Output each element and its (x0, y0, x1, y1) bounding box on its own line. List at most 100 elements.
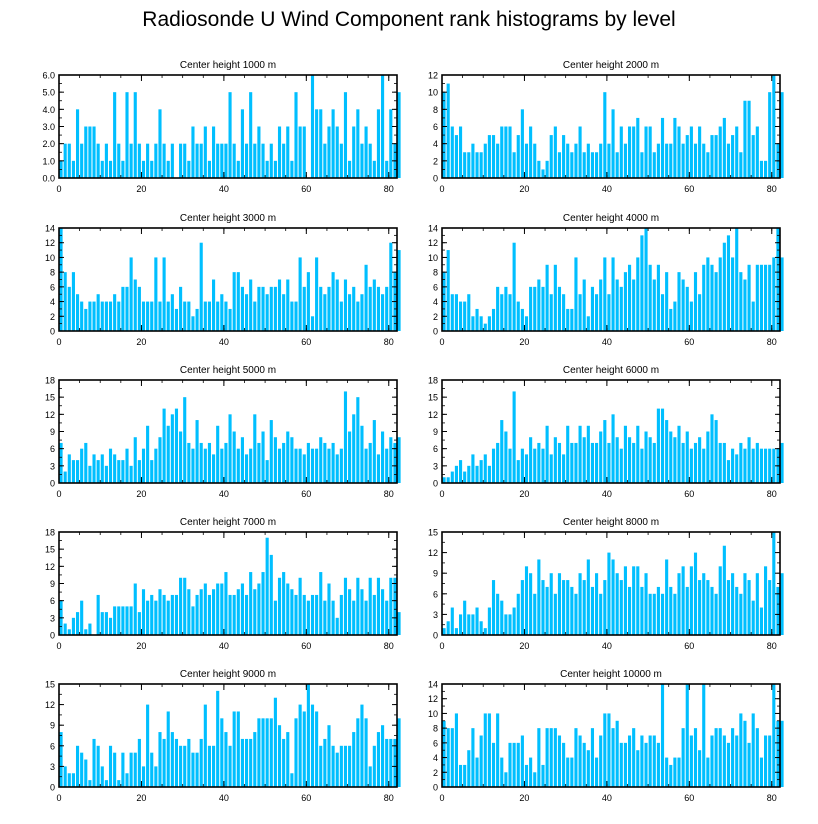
histogram-bar (100, 454, 104, 483)
histogram-bar (286, 583, 290, 635)
histogram-bar (640, 448, 644, 483)
histogram-bar (220, 448, 224, 483)
y-tick-label: 4 (433, 297, 438, 307)
histogram-bar (764, 448, 768, 483)
y-tick-label: 6 (433, 589, 438, 599)
histogram-bar (257, 286, 261, 331)
histogram-bar (648, 735, 652, 787)
histogram-bar (212, 589, 216, 635)
histogram-bar (368, 766, 372, 787)
histogram-bar (75, 612, 80, 635)
histogram-bar (541, 580, 545, 635)
histogram-bar (759, 160, 764, 178)
histogram-bar (224, 442, 228, 483)
y-tick-label: 10 (428, 709, 438, 719)
histogram-bar (216, 143, 220, 178)
histogram-bar (298, 704, 302, 787)
histogram-bar (566, 425, 570, 483)
histogram-bar (146, 600, 150, 635)
histogram-bar (352, 126, 356, 178)
histogram-bar (100, 612, 104, 635)
histogram-bar (249, 572, 253, 635)
histogram-bar (718, 728, 722, 787)
histogram-bar (253, 732, 257, 787)
histogram-bar (310, 448, 315, 483)
histogram-bar (150, 460, 154, 483)
histogram-bar (92, 301, 96, 331)
histogram-bar (706, 757, 710, 787)
histogram-bar (595, 573, 599, 635)
histogram-bar (677, 126, 681, 178)
histogram-bar (133, 437, 137, 483)
histogram-bar (117, 606, 121, 635)
histogram-bar (331, 109, 335, 178)
histogram-bar (508, 126, 512, 178)
x-tick-label: 40 (602, 793, 612, 803)
histogram-bar (718, 257, 722, 331)
histogram-bar (207, 442, 212, 483)
x-tick-label: 40 (602, 489, 612, 499)
histogram-bar (360, 589, 364, 635)
histogram-bar (656, 586, 660, 635)
histogram-bar (578, 573, 582, 635)
histogram-bar (249, 92, 253, 178)
histogram-bar (88, 623, 92, 635)
histogram-bar (768, 735, 772, 787)
histogram-bar (376, 454, 381, 483)
histogram-bar (108, 745, 113, 787)
histogram-bar (96, 745, 100, 787)
histogram-bar (607, 713, 611, 787)
histogram-bar (372, 160, 376, 178)
histogram-bar (442, 720, 446, 787)
x-tick-label: 80 (767, 489, 777, 499)
x-tick-label: 80 (384, 641, 394, 651)
histogram-bar (265, 537, 269, 635)
histogram-bar (216, 583, 220, 635)
histogram-bar (96, 294, 100, 331)
histogram-bar (549, 294, 553, 331)
histogram-bar (520, 735, 524, 787)
histogram-bar (665, 143, 669, 178)
histogram-bar (249, 448, 253, 483)
histogram-bar (397, 718, 401, 787)
histogram-bar (224, 301, 228, 331)
histogram-bar (244, 594, 249, 635)
histogram-bar (170, 594, 174, 635)
histogram-bar (224, 732, 228, 787)
histogram-bar (747, 580, 751, 635)
y-tick-label: 0 (50, 479, 55, 489)
histogram-bar (121, 460, 125, 483)
x-tick-label: 20 (136, 184, 146, 194)
histogram-bar (389, 242, 393, 331)
histogram-bar (273, 437, 277, 483)
x-tick-label: 20 (519, 489, 529, 499)
histogram-bar (545, 264, 549, 331)
histogram-bar (504, 286, 508, 331)
histogram-bar (150, 160, 154, 178)
histogram-bar (376, 109, 381, 178)
histogram-bar (636, 750, 640, 787)
histogram-bar (586, 143, 590, 178)
histogram-bar (306, 442, 310, 483)
histogram-bar (632, 566, 636, 635)
histogram-bar (364, 718, 368, 787)
histogram-bar (566, 580, 570, 635)
histogram-bar (562, 294, 566, 331)
histogram-bar (372, 594, 376, 635)
histogram-bar (500, 420, 504, 483)
histogram-bar (731, 573, 735, 635)
histogram-bar (599, 431, 603, 483)
histogram-bar (557, 573, 562, 635)
histogram-bar (570, 308, 574, 331)
histogram-bar (714, 420, 718, 483)
histogram-bar (236, 711, 240, 787)
histogram-bar (533, 772, 537, 787)
histogram-bar (553, 728, 557, 787)
histogram-bar (236, 160, 240, 178)
histogram-bar (348, 294, 352, 331)
y-tick-label: 3 (433, 461, 438, 471)
histogram-bar (487, 465, 491, 483)
histogram-bar (113, 752, 117, 787)
histogram-bar (677, 573, 681, 635)
histogram-bar (286, 431, 290, 483)
